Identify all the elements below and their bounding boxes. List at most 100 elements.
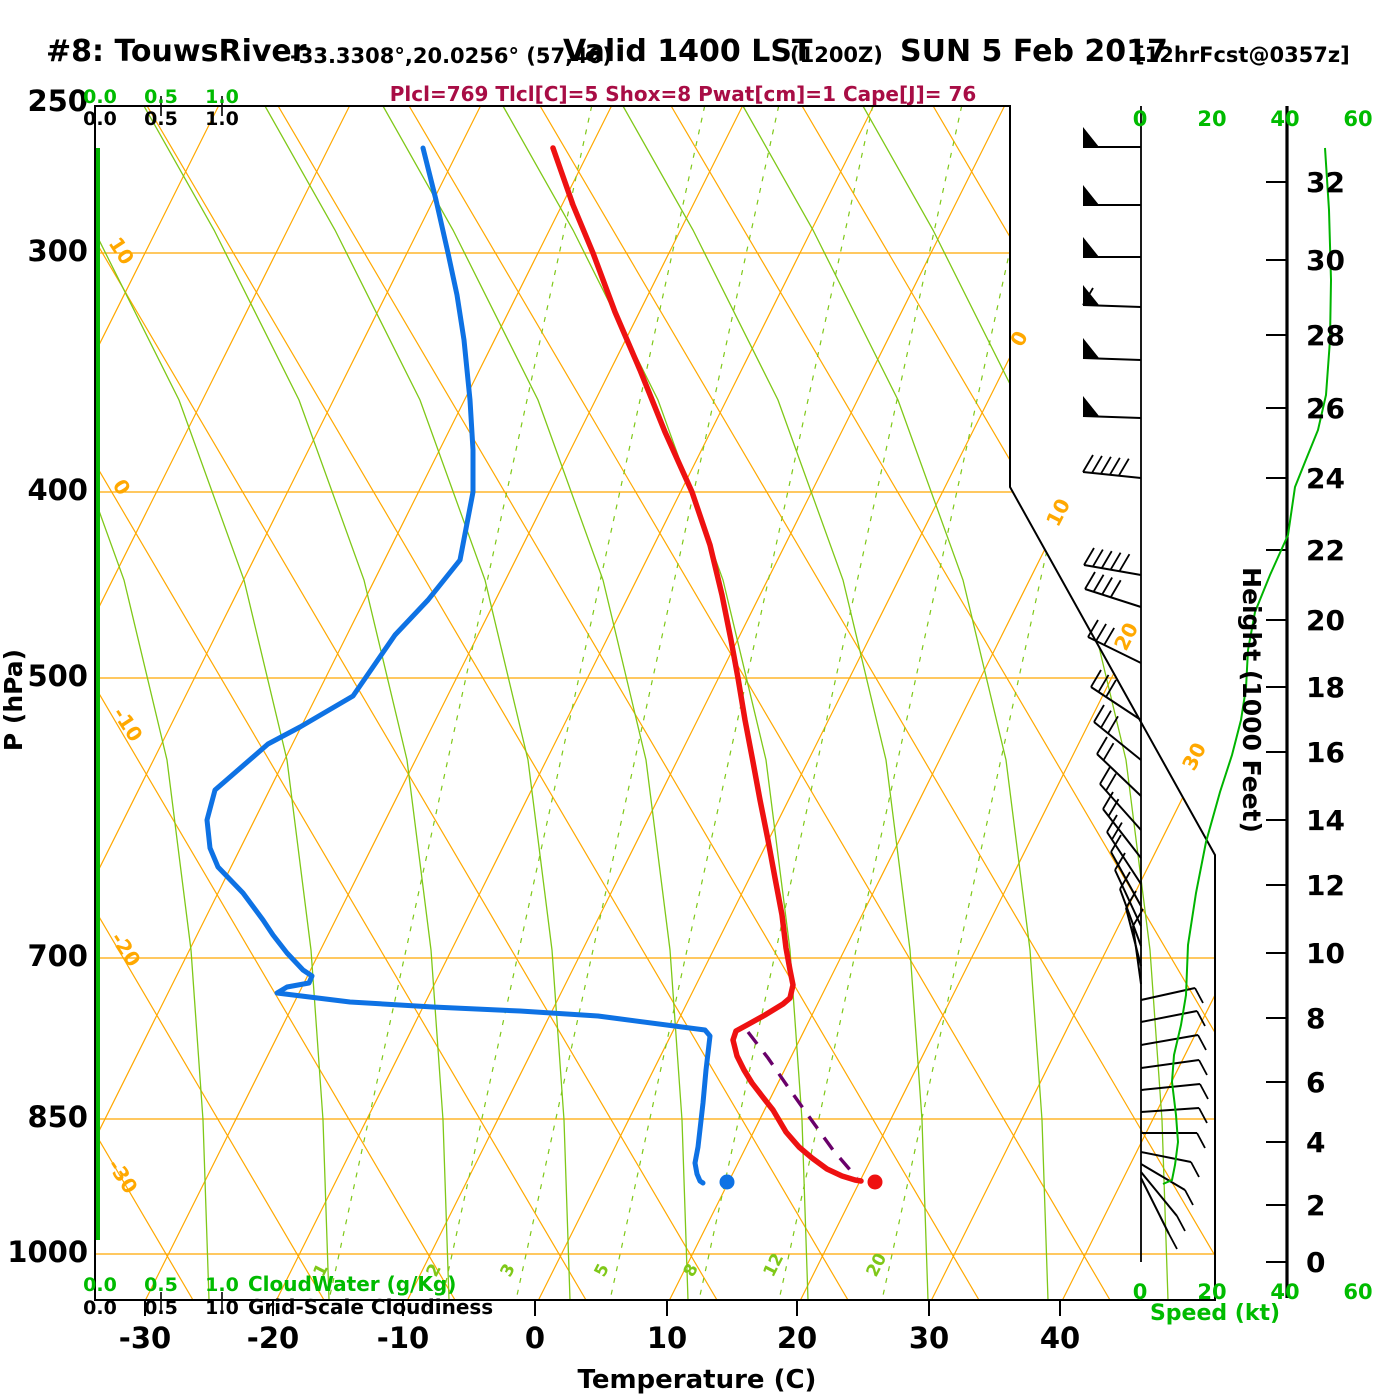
wind-barb-tick [1105, 773, 1117, 792]
cloudwater-scale-bottom: 0.5 [144, 1274, 178, 1296]
dry-adiabat-line [539, 106, 1215, 1300]
dry-adiabat-label: -20 [106, 928, 146, 971]
cloudiness-scale-bottom: 1.0 [205, 1297, 239, 1319]
mixing-ratio-label: 3 [497, 1261, 520, 1281]
mixing-ratio-line [328, 106, 593, 1300]
moist-adiabat-line [95, 106, 210, 1300]
isotherm-line [95, 106, 220, 1300]
pressure-axis-label: 500 [27, 659, 88, 693]
wind-barb-tick [1084, 571, 1096, 590]
wind-barb-shaft [1140, 1107, 1200, 1113]
cloudwater-scale-bottom: 1.0 [205, 1274, 239, 1296]
isotherm-line [95, 106, 613, 1300]
wind-barb-tick [1176, 1215, 1186, 1232]
temperature-curve [550, 145, 864, 1184]
cloudwater-scale-top: 1.0 [205, 86, 239, 108]
wind-barb-tick [1092, 574, 1105, 593]
cloudiness-scale-top: 0.5 [144, 108, 178, 130]
wind-barb-shaft [1090, 686, 1142, 721]
temperature-axis-label: -30 [119, 1321, 171, 1355]
speed-axis-label-top: 60 [1343, 107, 1372, 131]
pressure-axis-label: 850 [27, 1100, 88, 1134]
wind-barb-tick [1199, 1083, 1209, 1100]
temperature-axis-label: 40 [1040, 1321, 1080, 1355]
isotherm-line [95, 106, 482, 1300]
pressure-axis-label: 250 [27, 84, 88, 118]
wind-barb-flag [1083, 237, 1099, 257]
height-axis-title: Height (1000 Feet) [1237, 567, 1266, 833]
moist-adiabat-line [95, 106, 330, 1300]
wind-barb-flag [1083, 396, 1099, 416]
wind-barb-tick [1125, 890, 1137, 909]
pressure-axis-label: 1000 [7, 1235, 88, 1269]
wind-barb-tick [1105, 679, 1117, 698]
cloudiness-scale-top: 0.0 [83, 108, 117, 130]
wind-barb-tick [1109, 457, 1121, 476]
wind-barb-tick [1107, 798, 1120, 817]
wind-barb-tick [1132, 908, 1144, 927]
height-axis-label: 22 [1306, 534, 1345, 567]
wind-barb-shaft [1140, 1163, 1186, 1191]
wind-barb-tick [1097, 674, 1110, 693]
cloudiness-scale-bottom: 0.5 [144, 1297, 178, 1319]
wind-barb-tick [1114, 852, 1126, 871]
wind-barb-tick [1102, 742, 1115, 761]
wind-barb-tick [1100, 710, 1112, 729]
height-axis-label: 0 [1306, 1246, 1325, 1279]
speed-axis-label-top: 20 [1197, 107, 1226, 131]
wind-barb-tick [1109, 552, 1122, 571]
wind-barb-tick [1110, 834, 1122, 853]
height-axis-label: 6 [1306, 1066, 1325, 1099]
valid-zulu: (1200Z) [790, 43, 883, 67]
temperature-axis-label: 0 [525, 1321, 545, 1355]
wind-barb-tick [1099, 766, 1111, 785]
cloudwater-scale-bottom: 0.0 [83, 1274, 117, 1296]
wind-barb-shaft [1082, 304, 1142, 308]
wind-barb-shaft [1082, 415, 1142, 419]
temperature-axis-label: 30 [909, 1321, 949, 1355]
surface-temperature-dot [867, 1174, 883, 1190]
wind-barb-tick [1109, 579, 1122, 598]
surface-dewpoint-dot [719, 1174, 735, 1190]
wind-barb-tick [1106, 814, 1118, 833]
isotherm-line [406, 106, 1006, 1300]
wind-barb-tick [1184, 1189, 1194, 1206]
wind-barb-shaft [1082, 357, 1142, 361]
stability-indices: Plcl=769 Tlcl[C]=5 Shox=8 Pwat[cm]=1 Cap… [389, 82, 977, 106]
wind-barb-tick [1118, 553, 1131, 572]
wind-barb-shaft [1125, 907, 1142, 967]
isotherm-label: 30 [1177, 739, 1211, 775]
mixing-ratio-line [515, 106, 780, 1300]
dry-adiabat-label: -30 [103, 1155, 143, 1198]
speed-axis-label-bottom: 60 [1343, 1280, 1372, 1304]
height-axis-label: 4 [1306, 1126, 1325, 1159]
cloudwater-scale-top: 0.0 [83, 86, 117, 108]
isotherm-label: 10 [1041, 495, 1075, 531]
isotherm-line [144, 106, 744, 1300]
height-axis-label: 8 [1306, 1002, 1325, 1035]
wind-barb-tick [1198, 1059, 1208, 1076]
cloudiness-scale-bottom: 0.0 [83, 1297, 117, 1319]
height-axis-label: 18 [1306, 671, 1345, 704]
pressure-axis-label: 300 [27, 234, 88, 268]
wind-barb-shaft [1140, 1171, 1178, 1217]
moist-adiabat-line [862, 106, 1169, 1300]
wind-barb-shaft [1140, 1010, 1198, 1023]
wind-barb-tick [1102, 791, 1114, 810]
wind-barb-tick [1100, 550, 1113, 569]
wind-speed-profile-line [1162, 147, 1333, 1185]
temperature-axis-label: -20 [247, 1321, 299, 1355]
wind-barb-tick [1196, 1010, 1206, 1027]
wind-barb-tick [1087, 619, 1099, 638]
dry-adiabat-line [95, 106, 456, 1300]
wind-barb-flag [1083, 185, 1099, 205]
height-axis-label: 14 [1306, 804, 1345, 837]
wind-barb-shaft [1093, 721, 1142, 761]
wind-barb-shaft [1140, 1034, 1199, 1046]
speed-axis-label-bottom: 0 [1133, 1280, 1148, 1304]
wind-barb-tick [1168, 1233, 1178, 1250]
dry-adiabat-line [277, 106, 980, 1300]
wind-barb-shaft [1132, 925, 1142, 985]
wind-barbs [1082, 127, 1209, 1250]
speed-axis-title: Speed (kt) [1150, 1301, 1280, 1326]
